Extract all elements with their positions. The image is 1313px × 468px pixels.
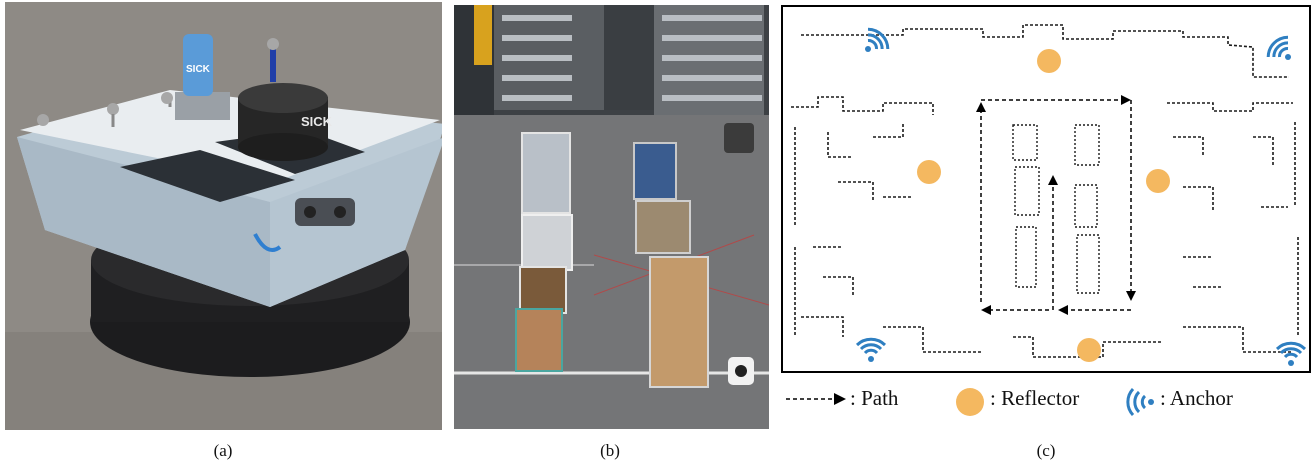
anchor-top-right xyxy=(1266,35,1291,60)
anchor-bottom-right xyxy=(1275,341,1307,366)
path-lines xyxy=(976,95,1136,315)
reflector-right xyxy=(1146,169,1170,193)
signal-waves-icon xyxy=(1126,388,1154,416)
anchor-top-left xyxy=(865,27,890,52)
robot-photo: SICK SICK xyxy=(5,2,442,430)
caption-a: (a) xyxy=(213,441,233,460)
dashed-arrow-icon xyxy=(786,393,846,405)
reflector-left xyxy=(917,160,941,184)
legend-reflector-label: : Reflector xyxy=(990,386,1080,410)
caption-b: (b) xyxy=(600,441,620,460)
legend-path-label: : Path xyxy=(850,386,899,410)
legend-anchor-label: : Anchor xyxy=(1160,386,1233,410)
robot-illustration: SICK SICK xyxy=(5,2,442,430)
lidar-brand-label: SICK xyxy=(301,114,333,129)
map-wall-scans xyxy=(791,24,1299,358)
rack-outlines xyxy=(1012,124,1100,294)
caption-c: (c) xyxy=(1036,441,1056,460)
reflector-top xyxy=(1037,49,1061,73)
warehouse-photo xyxy=(454,5,769,429)
reflector-bottom xyxy=(1077,338,1101,362)
map-drawing xyxy=(791,24,1307,366)
anchor-bottom-left xyxy=(855,337,887,362)
lidar-map xyxy=(781,5,1311,373)
tag-brand-label: SICK xyxy=(186,64,211,75)
orange-circle-icon xyxy=(956,388,984,416)
warehouse-illustration xyxy=(454,5,769,429)
